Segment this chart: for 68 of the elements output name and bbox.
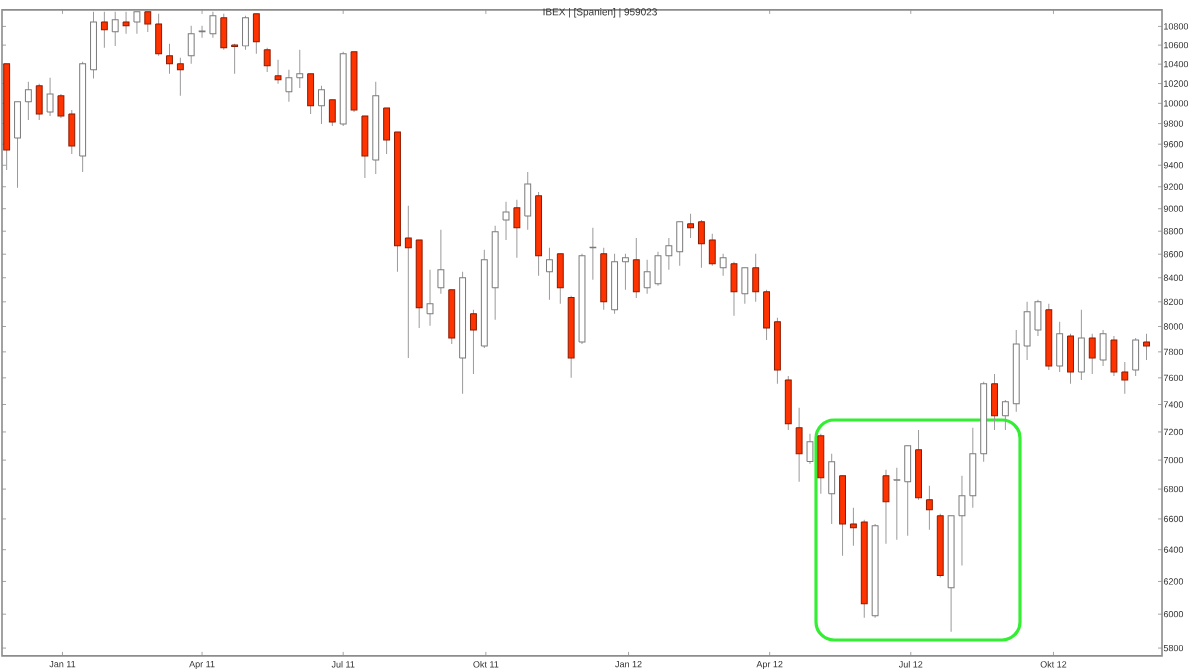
candlestick — [545, 247, 553, 301]
candlestick — [632, 237, 640, 299]
candlestick — [1088, 333, 1096, 375]
candlestick — [318, 85, 325, 125]
candlestick — [252, 13, 260, 55]
candlestick — [307, 73, 315, 115]
candlestick — [46, 77, 54, 117]
candlestick — [187, 25, 195, 65]
candlestick — [133, 11, 141, 35]
candlestick — [611, 253, 619, 315]
candlestick — [524, 171, 532, 231]
candlestick — [1056, 321, 1064, 373]
candlestick — [111, 11, 119, 47]
candlestick — [437, 229, 445, 295]
candlestick — [904, 445, 912, 537]
candlestick — [708, 233, 716, 267]
candlestick — [730, 261, 738, 317]
candlestick — [100, 11, 108, 49]
candlestick — [752, 253, 760, 303]
candlestick — [817, 433, 825, 495]
candlestick — [1077, 309, 1085, 381]
candlestick — [24, 81, 32, 121]
candlestick — [719, 253, 727, 277]
candlestick — [328, 99, 336, 127]
candlestick — [426, 269, 434, 327]
candlestick — [915, 429, 922, 501]
candlestick — [697, 219, 705, 269]
candlestick — [741, 267, 749, 305]
candlestick — [470, 309, 477, 375]
candlestick — [361, 115, 369, 179]
candlestick — [1143, 333, 1150, 361]
candlestick — [155, 13, 163, 57]
candlestick — [676, 221, 684, 267]
candlestick — [882, 469, 890, 545]
candlestick — [274, 59, 282, 85]
candlestick — [242, 15, 249, 51]
candlestick — [502, 201, 510, 241]
candlestick — [220, 13, 228, 51]
candlestick — [513, 199, 521, 259]
candlestick — [925, 485, 933, 531]
candlestick — [784, 375, 792, 431]
candlestick — [1099, 329, 1107, 367]
candlestick — [263, 47, 271, 73]
candlestick — [991, 373, 998, 431]
candlestick — [122, 11, 130, 35]
candlestick — [1067, 333, 1074, 385]
candlestick — [1132, 337, 1140, 377]
candlestick — [806, 433, 814, 465]
candlestick — [231, 43, 239, 75]
candlestick — [383, 107, 391, 155]
candlestick — [621, 253, 629, 291]
candlestick — [296, 49, 304, 89]
candlestick — [404, 205, 412, 359]
candlestick — [893, 467, 901, 541]
candlestick — [849, 507, 857, 547]
candlestick — [795, 407, 803, 483]
candlestick — [763, 289, 771, 341]
candlestick — [176, 57, 184, 97]
candlestick — [144, 11, 152, 33]
candlestick — [828, 453, 836, 525]
candlestick — [1001, 399, 1009, 431]
candlestick — [166, 43, 173, 75]
candlestick — [285, 69, 293, 103]
candlestick — [556, 253, 564, 305]
candlestick — [35, 83, 43, 121]
candlestick — [14, 101, 21, 189]
candlestick — [687, 213, 695, 239]
candlestick — [90, 11, 97, 79]
